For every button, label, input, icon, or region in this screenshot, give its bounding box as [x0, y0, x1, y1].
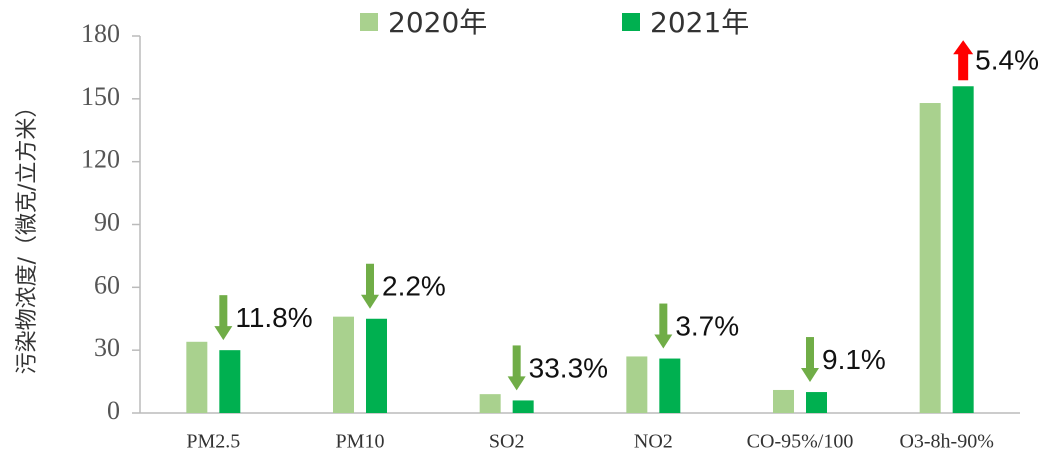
- legend-swatch: [360, 13, 378, 31]
- bar: [512, 400, 534, 413]
- y-tick-label: 60: [94, 270, 120, 299]
- arrow-shaft: [806, 337, 814, 370]
- annotation: 5.4%: [975, 45, 1039, 76]
- x-tick-label: PM2.5: [186, 431, 240, 453]
- y-tick-label: 180: [81, 19, 120, 48]
- arrow-shaft: [219, 295, 228, 328]
- bar: [479, 394, 501, 413]
- annotation: 33.3%: [529, 352, 608, 383]
- arrow-shaft: [512, 345, 521, 378]
- arrow-head: [654, 334, 673, 349]
- arrow-head: [214, 326, 233, 341]
- legend-label: 2021年: [650, 6, 749, 39]
- bar: [806, 392, 827, 413]
- x-tick-label: PM10: [336, 431, 385, 453]
- x-tick-label: NO2: [634, 431, 673, 453]
- bar: [952, 86, 974, 414]
- bar: [773, 389, 794, 413]
- bar: [186, 341, 208, 413]
- x-tick-label: O3-8h-90%: [899, 431, 993, 453]
- annotation: 3.7%: [675, 310, 739, 341]
- x-tick-label: CO-95%/100: [747, 431, 854, 453]
- bar: [333, 316, 354, 413]
- arrow-head: [801, 368, 819, 383]
- legend-label: 2020年: [388, 6, 487, 39]
- arrow-shaft: [659, 303, 668, 336]
- arrow-shaft: [366, 263, 374, 296]
- bar: [626, 356, 648, 413]
- arrow-head: [361, 294, 379, 309]
- bar: [659, 358, 681, 413]
- bar: [366, 318, 387, 413]
- y-tick-label: 30: [94, 333, 120, 362]
- legend-swatch: [622, 13, 640, 31]
- x-tick-label: SO2: [489, 431, 525, 453]
- bar: [919, 103, 941, 414]
- y-tick-label: 90: [94, 207, 120, 236]
- y-tick-label: 0: [107, 396, 120, 425]
- y-axis-label: 污染物浓度/（微克/立方米）: [15, 96, 40, 375]
- arrow-head: [507, 376, 526, 391]
- annotation: 2.2%: [382, 271, 446, 302]
- y-tick-label: 120: [81, 145, 120, 174]
- annotation: 11.8%: [235, 302, 312, 333]
- annotation: 9.1%: [822, 344, 886, 375]
- arrow-head: [953, 40, 974, 55]
- y-tick-label: 150: [81, 82, 120, 111]
- arrow-shaft: [958, 53, 969, 81]
- bar: [219, 350, 241, 413]
